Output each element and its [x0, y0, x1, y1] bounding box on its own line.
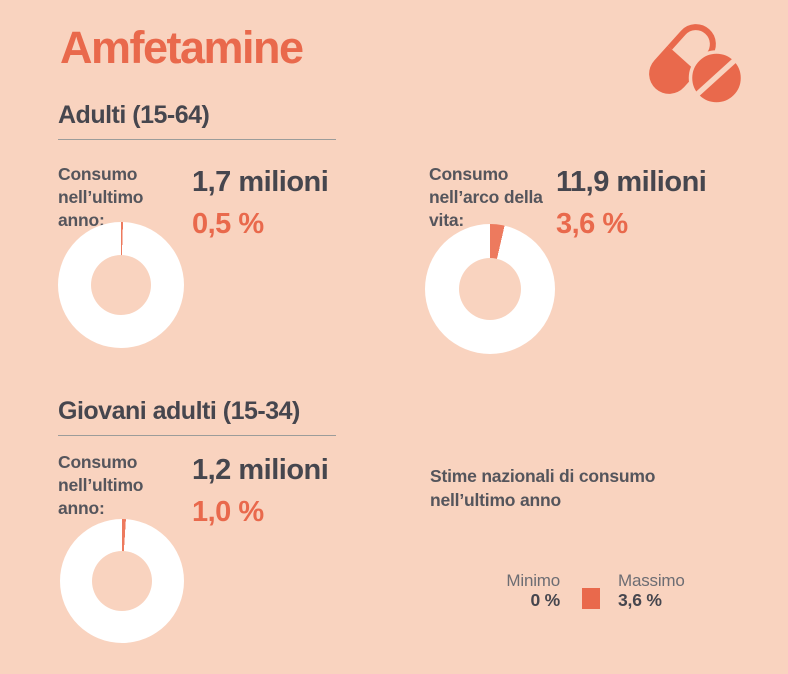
percentage-value-adults-lifetime: 3,6 % — [556, 208, 628, 240]
section-heading-young-adults: Giovani adulti (15-34) — [58, 396, 336, 436]
legend-min-label: Minimo — [506, 571, 560, 590]
legend-max-label: Massimo — [618, 571, 685, 590]
percentage-value-young-adults: 1,0 % — [192, 496, 264, 528]
consumption-label-young-adults-last-year: Consumo nell’ultimo anno: — [58, 452, 144, 518]
legend-min-value: 0 % — [530, 589, 560, 610]
legend-maximum: Massimo 3,6 % — [618, 571, 685, 610]
national-estimates-note: Stime nazionali di consumo nell’ultimo a… — [430, 466, 656, 510]
percentage-value-adults-last-year: 0,5 % — [192, 208, 264, 240]
population-value-adults-lifetime: 11,9 milioni — [556, 166, 707, 198]
population-value-young-adults: 1,2 milioni — [192, 454, 329, 486]
donut-chart-adults-lifetime — [425, 224, 555, 354]
page-title: Amfetamine — [60, 22, 304, 73]
scale-legend: Minimo 0 % Massimo 3,6 % — [470, 571, 685, 610]
donut-chart-young-adults-last-year — [60, 519, 184, 643]
donut-chart-adults-last-year — [58, 222, 184, 348]
pills-icon-svg — [649, 24, 745, 106]
consumption-label-adults-lifetime: Consumo nell’arco della vita: — [429, 164, 543, 230]
population-value-adults-last-year: 1,7 milioni — [192, 166, 329, 198]
legend-minimum: Minimo 0 % — [470, 571, 560, 610]
consumption-label-adults-last-year: Consumo nell’ultimo anno: — [58, 164, 144, 230]
legend-max-value: 3,6 % — [618, 589, 662, 610]
pills-icon — [643, 14, 753, 109]
section-heading-adults: Adulti (15-64) — [58, 100, 336, 140]
legend-color-swatch — [582, 588, 600, 609]
